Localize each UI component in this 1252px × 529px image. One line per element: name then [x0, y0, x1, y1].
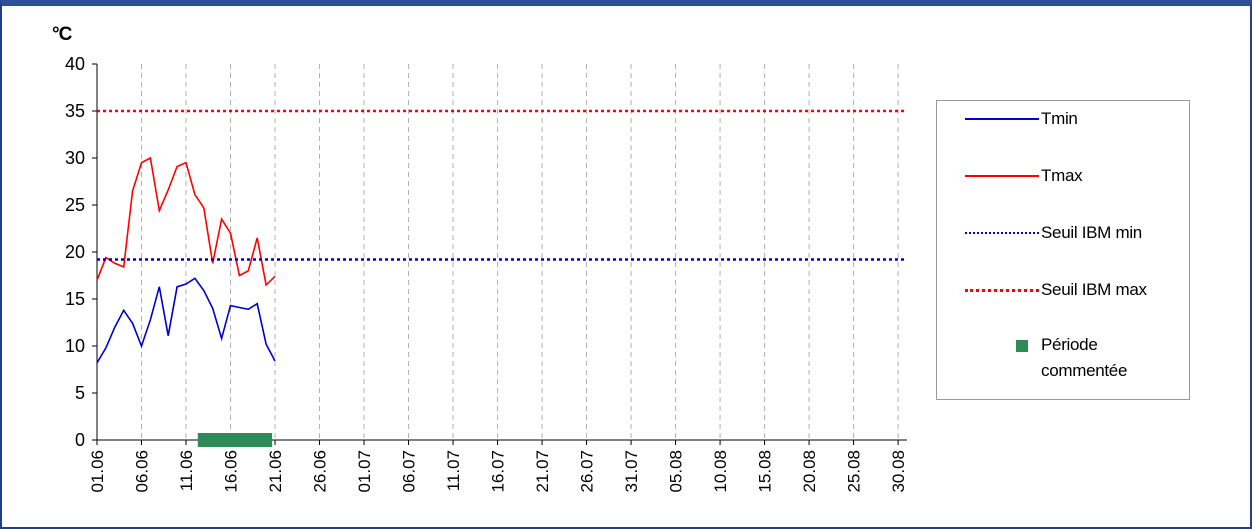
y-tick-label: 25: [65, 195, 85, 215]
legend: Tmin Tmax Seuil IBM min Seuil IBM max Pé…: [936, 100, 1190, 400]
legend-label-periode: Période commentée: [1041, 332, 1181, 384]
x-tick-label: 21.06: [266, 450, 285, 493]
legend-line-tmin: [965, 118, 1039, 120]
x-tick-label: 15.08: [756, 450, 775, 493]
y-tick-label: 0: [75, 430, 85, 450]
legend-label-tmax: Tmax: [1041, 166, 1082, 186]
x-tick-label: 16.06: [222, 450, 241, 493]
x-tick-label: 16.07: [489, 450, 508, 493]
x-tick-label: 26.06: [311, 450, 330, 493]
x-tick-label: 10.08: [711, 450, 730, 493]
x-tick-label: 01.06: [88, 450, 107, 493]
y-tick-label: 5: [75, 383, 85, 403]
period-marker: [260, 433, 272, 447]
x-tick-label: 05.08: [667, 450, 686, 493]
legend-marker-periode: [1016, 340, 1028, 352]
legend-item-tmin: Tmin: [937, 107, 1191, 131]
x-tick-label: 20.08: [800, 450, 819, 493]
x-tick-label: 11.07: [444, 450, 463, 491]
legend-item-periode: Période commentée: [937, 335, 1191, 359]
legend-item-tmax: Tmax: [937, 164, 1191, 188]
legend-label-seuil-max: Seuil IBM max: [1041, 280, 1147, 300]
x-tick-label: 21.07: [533, 450, 552, 493]
y-tick-label: 20: [65, 242, 85, 262]
legend-line-seuil-min: [965, 232, 1039, 234]
legend-label-seuil-min: Seuil IBM min: [1041, 223, 1142, 243]
legend-item-seuil-max: Seuil IBM max: [937, 278, 1191, 302]
x-tick-label: 26.07: [578, 450, 597, 493]
y-tick-label: 40: [65, 54, 85, 74]
y-tick-label: 15: [65, 289, 85, 309]
x-tick-label: 01.07: [355, 450, 374, 493]
y-tick-label: 35: [65, 101, 85, 121]
y-tick-label: 30: [65, 148, 85, 168]
x-tick-label: 06.07: [400, 450, 419, 493]
legend-item-seuil-min: Seuil IBM min: [937, 221, 1191, 245]
legend-label-tmin: Tmin: [1041, 109, 1078, 129]
x-tick-label: 25.08: [845, 450, 864, 493]
x-tick-label: 06.06: [133, 450, 152, 493]
x-tick-label: 11.06: [177, 450, 196, 491]
y-tick-label: 10: [65, 336, 85, 356]
legend-line-tmax: [965, 175, 1039, 177]
x-tick-label: 30.08: [889, 450, 908, 493]
x-tick-label: 31.07: [622, 450, 641, 493]
legend-line-seuil-max: [965, 289, 1039, 292]
